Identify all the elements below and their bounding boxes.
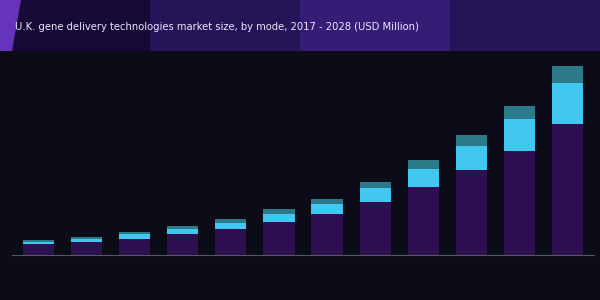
Text: U.K. gene delivery technologies market size, by mode, 2017 - 2028 (USD Million): U.K. gene delivery technologies market s… [15, 22, 419, 32]
Bar [23, 242, 54, 244]
Bar [71, 238, 102, 242]
Bar [407, 160, 439, 169]
Bar [300, 0, 450, 51]
Bar [311, 199, 343, 204]
Bar [167, 226, 199, 229]
Bar [215, 219, 247, 223]
Bar [71, 237, 102, 239]
Bar [0, 0, 150, 51]
Bar [407, 169, 439, 187]
Bar [552, 83, 583, 124]
Legend: Viral, Non-viral, Ex-vivo: Viral, Non-viral, Ex-vivo [223, 299, 383, 300]
Polygon shape [0, 0, 21, 51]
Bar [407, 187, 439, 255]
Bar [504, 119, 535, 151]
Bar [456, 170, 487, 255]
Bar [263, 214, 295, 222]
Bar [504, 151, 535, 255]
Bar [359, 202, 391, 255]
Bar [311, 214, 343, 255]
Bar [167, 234, 199, 255]
Bar [215, 223, 247, 230]
Bar [215, 230, 247, 255]
Bar [504, 106, 535, 119]
Bar [359, 182, 391, 188]
Bar [311, 204, 343, 214]
Bar [552, 66, 583, 83]
Bar [71, 242, 102, 255]
Bar [119, 238, 150, 255]
Bar [119, 234, 150, 239]
Bar [450, 0, 600, 51]
Bar [150, 0, 300, 51]
Bar [552, 124, 583, 255]
Bar [119, 232, 150, 234]
Bar [359, 188, 391, 202]
Bar [263, 209, 295, 214]
Bar [23, 240, 54, 242]
Bar [456, 146, 487, 170]
Bar [263, 222, 295, 255]
Bar [23, 244, 54, 255]
Bar [167, 229, 199, 234]
Bar [456, 135, 487, 146]
